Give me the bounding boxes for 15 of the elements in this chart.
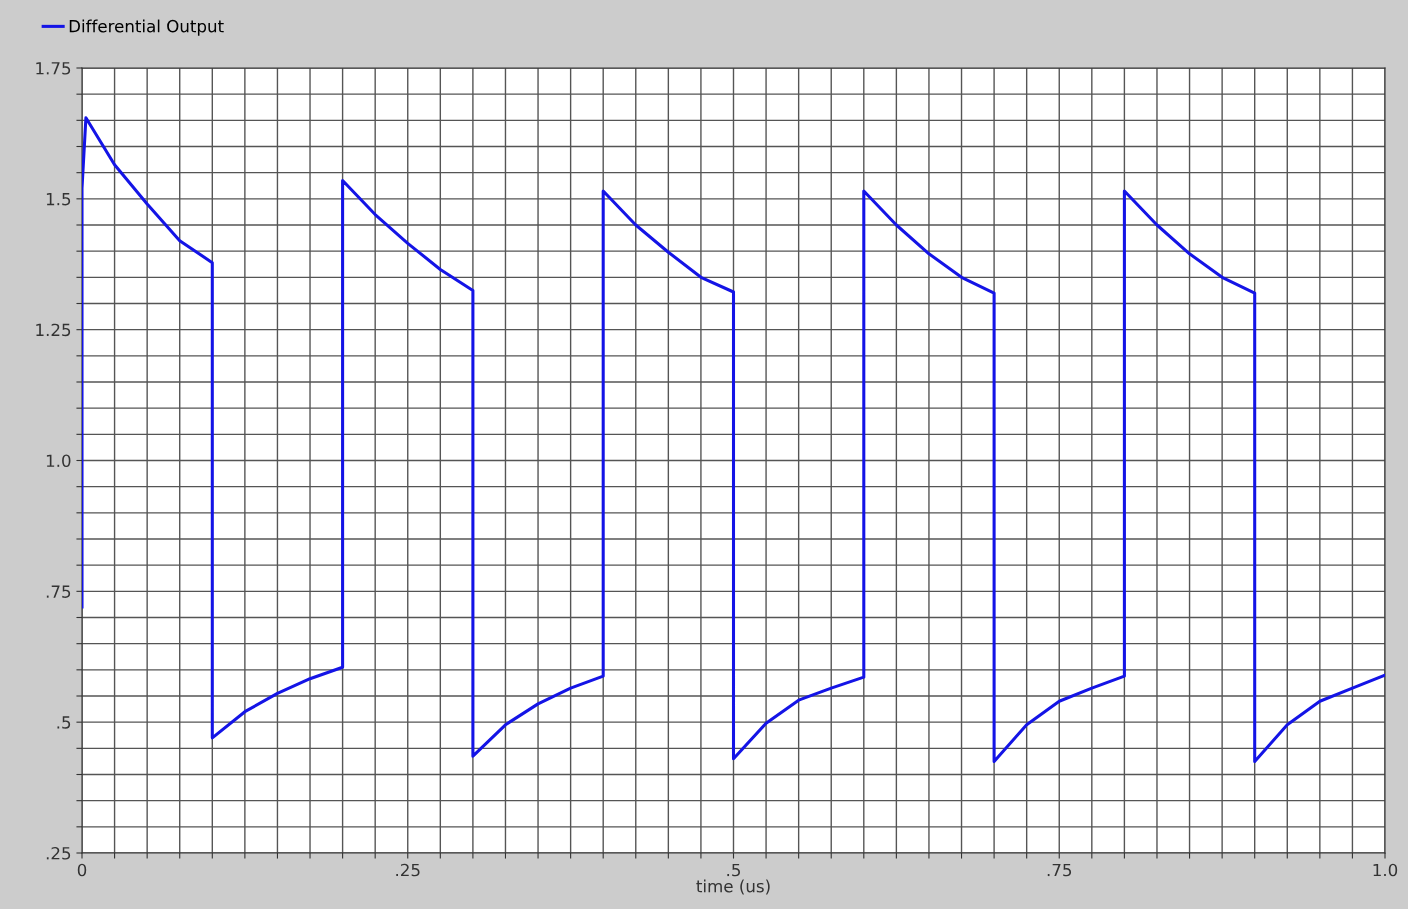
x-axis-title: time (us) [696, 879, 770, 895]
legend-label: Differential Output [69, 19, 224, 36]
line-series [82, 116, 1385, 763]
y-tick-label: 1.0 [46, 454, 71, 468]
x-tick-label: .25 [396, 863, 420, 877]
y-tick-label: .25 [46, 846, 71, 860]
y-tick-label: .75 [46, 585, 71, 598]
x-tick-label: 1.0 [1373, 863, 1398, 877]
y-tick-label: 1.5 [46, 193, 71, 206]
y-tick-label: 1.75 [36, 62, 71, 75]
x-tick-label: .5 [727, 863, 740, 877]
x-tick-label: 0 [77, 863, 87, 877]
y-tick-label: 1.25 [36, 323, 71, 337]
y-tick-label: .5 [57, 716, 71, 729]
x-tick-label: .75 [1047, 863, 1072, 877]
